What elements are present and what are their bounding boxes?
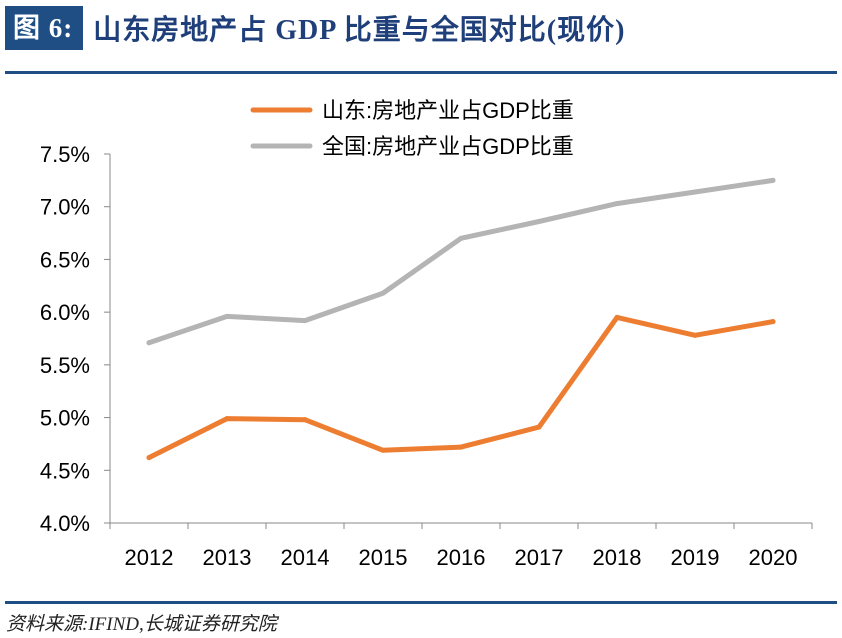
data-point-s1-4 <box>458 235 464 241</box>
header-divider <box>5 71 837 74</box>
footer-divider <box>5 601 837 604</box>
x-tick-label: 2014 <box>281 545 330 570</box>
figure-label: 图 6: <box>5 6 84 50</box>
x-tick-label: 2013 <box>203 545 252 570</box>
data-point-s0-3 <box>380 447 386 453</box>
data-point-s0-7 <box>692 332 698 338</box>
legend-label-0: 山东:房地产业占GDP比重 <box>322 98 574 123</box>
data-point-s1-2 <box>302 318 308 324</box>
data-point-s0-1 <box>224 416 230 422</box>
x-tick-label: 2020 <box>749 545 798 570</box>
y-tick-label: 7.0% <box>40 195 90 220</box>
data-point-s1-8 <box>770 177 776 183</box>
x-tick-label: 2016 <box>437 545 486 570</box>
y-tick-label: 4.0% <box>40 511 90 536</box>
y-tick-label: 7.5% <box>40 142 90 167</box>
legend-label-1: 全国:房地产业占GDP比重 <box>322 134 574 159</box>
data-point-s0-5 <box>536 424 542 430</box>
y-tick-label: 4.5% <box>40 458 90 483</box>
data-point-s1-5 <box>536 218 542 224</box>
y-tick-label: 6.0% <box>40 300 90 325</box>
x-tick-label: 2015 <box>359 545 408 570</box>
line-chart: 4.0% 4.5% 5.0% 5.5% 6.0% 6.5% 7.0% 7.5% 2012 2013… <box>40 98 813 570</box>
x-tick-label: 2019 <box>671 545 720 570</box>
series-line-0 <box>146 314 776 461</box>
x-tick-label: 2012 <box>125 545 174 570</box>
data-point-s1-1 <box>224 313 230 319</box>
y-tick-label: 6.5% <box>40 247 90 272</box>
data-point-s0-0 <box>146 455 152 461</box>
data-point-s1-3 <box>380 290 386 296</box>
y-tick-label: 5.0% <box>40 406 90 431</box>
data-point-s0-8 <box>770 319 776 325</box>
series-line-1 <box>146 177 776 346</box>
data-point-s1-6 <box>614 201 620 207</box>
figure-header: 图 6: 山东房地产占 GDP 比重与全国对比(现价) <box>5 6 625 50</box>
x-tick-label: 2017 <box>515 545 564 570</box>
data-point-s0-6 <box>614 314 620 320</box>
data-point-s1-0 <box>146 340 152 346</box>
source-note: 资料来源:IFIND,长城证券研究院 <box>6 614 277 635</box>
data-point-s0-4 <box>458 444 464 450</box>
data-point-s1-7 <box>692 189 698 195</box>
x-tick-label: 2018 <box>593 545 642 570</box>
data-point-s0-2 <box>302 417 308 423</box>
y-tick-label: 5.5% <box>40 353 90 378</box>
figure-title: 山东房地产占 GDP 比重与全国对比(现价) <box>93 15 626 46</box>
